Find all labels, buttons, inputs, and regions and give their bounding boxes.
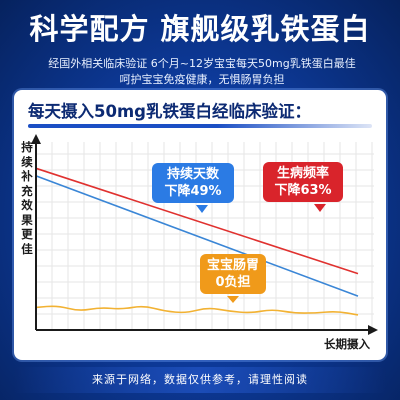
- chart-lines: [35, 167, 359, 316]
- annotation-duration-pointer: [196, 205, 208, 213]
- series-line-0: [35, 167, 359, 275]
- chart-card: 每天摄入50mg乳铁蛋白经临床验证： 持续补充效果更佳 长期摄入 持续天数 下降…: [14, 90, 386, 360]
- subtitle: 经国外相关临床验证 6个月~12岁宝宝每天50mg乳铁蛋白最佳 呵护宝宝免疫健康…: [22, 56, 382, 88]
- annotation-duration-line-1: 持续天数: [166, 167, 219, 182]
- y-axis-arrow: [31, 134, 41, 144]
- annotation-gut-line-2: 0负担: [215, 275, 251, 290]
- series-line-2: [35, 305, 359, 316]
- annotation-sickness: 生病频率 下降63%: [263, 162, 343, 202]
- chart-plot: [31, 134, 378, 335]
- annotation-duration: 持续天数 下降49%: [152, 163, 234, 203]
- chart-title: 每天摄入50mg乳铁蛋白经临床验证：: [28, 102, 311, 121]
- annotation-sickness-line-1: 生病频率: [276, 166, 329, 181]
- page-title: 科学配方 旗舰级乳铁蛋白: [29, 12, 371, 46]
- x-axis-label: 长期摄入: [324, 337, 370, 351]
- x-axis-arrow: [368, 325, 378, 335]
- annotation-sickness-pointer: [314, 204, 326, 212]
- chart-title-underline: [28, 124, 372, 128]
- series-line-1: [35, 175, 359, 297]
- annotation-duration-line-2: 下降49%: [164, 184, 222, 199]
- annotation-sickness-line-2: 下降63%: [274, 183, 332, 198]
- annotation-gut-pointer: [227, 296, 239, 303]
- annotation-gut-line-1: 宝宝肠胃: [206, 258, 259, 273]
- y-axis-label: 持续补充效果更佳: [21, 140, 33, 256]
- subtitle-line-1: 经国外相关临床验证 6个月~12岁宝宝每天50mg乳铁蛋白最佳: [48, 57, 356, 70]
- subtitle-line-2: 呵护宝宝免疫健康，无惧肠胃负担: [119, 73, 285, 86]
- footer-disclaimer: 来源于网络，数据仅供参考，请理性阅读: [14, 367, 386, 393]
- annotation-gut: 宝宝肠胃 0负担: [200, 254, 266, 294]
- chart-axes: [31, 134, 378, 335]
